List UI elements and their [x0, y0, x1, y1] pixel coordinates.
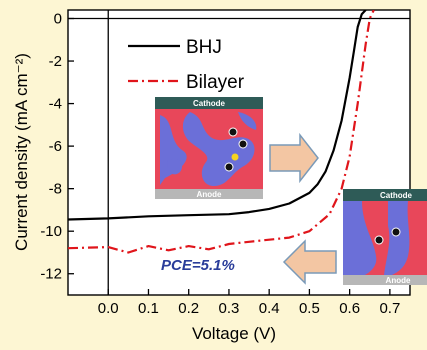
y-tick-label: -4 [49, 96, 62, 113]
bhj-charge-2 [238, 139, 248, 149]
bilayer-donor-column-1 [343, 201, 377, 275]
bilayer-anode-bar [343, 275, 427, 285]
bhj-morphology-inset: Cathode Anode [155, 97, 263, 199]
x-axis-ticks: 0.0 0.1 0.2 0.3 0.4 0.5 0.6 0.7 [98, 289, 400, 317]
x-tick-label: 0.0 [98, 300, 119, 317]
x-tick-label: 0.5 [299, 300, 320, 317]
y-tick-label: -12 [40, 266, 62, 283]
y-tick-label: -6 [49, 138, 62, 155]
x-tick-label: 0.7 [379, 300, 400, 317]
series-line-bhj [68, 10, 367, 221]
bhj-charge-1 [228, 127, 238, 137]
x-tick-label: 0.4 [259, 300, 280, 317]
legend: BHJ Bilayer [128, 37, 245, 93]
x-tick-label: 0.6 [339, 300, 360, 317]
bilayer-anode-label: Anode [386, 276, 411, 285]
bilayer-morphology-inset: Cathode Anode [343, 189, 427, 285]
y-tick-label: -10 [40, 223, 62, 240]
bilayer-cathode-label: Cathode [380, 191, 413, 200]
bilayer-charge-1 [374, 235, 384, 245]
bhj-donor-domain-4 [238, 112, 257, 130]
legend-label-bilayer: Bilayer [186, 72, 245, 93]
bhj-cathode-label: Cathode [193, 99, 226, 108]
y-axis-label: Current density (mA cm⁻²) [12, 53, 31, 251]
series-line-bilayer [68, 10, 375, 254]
x-axis-label: Voltage (V) [192, 324, 276, 343]
bhj-charge-3 [224, 162, 234, 172]
pce-annotation: PCE=5.1% [161, 257, 235, 274]
y-tick-label: -8 [49, 181, 62, 198]
bhj-anode-bar [155, 189, 263, 199]
legend-label-bhj: BHJ [186, 37, 222, 58]
bhj-donor-domain-2 [182, 112, 255, 186]
bilayer-cathode-bar [343, 189, 427, 201]
y-axis-ticks: 0 -2 -4 -6 -8 -10 -12 [40, 11, 74, 283]
bhj-donor-domain-3 [167, 158, 183, 175]
bhj-exciton [231, 153, 239, 161]
bilayer-charge-2 [391, 227, 401, 237]
y-tick-label: 0 [54, 11, 62, 28]
x-tick-label: 0.3 [219, 300, 240, 317]
bhj-cathode-bar [155, 97, 263, 109]
bhj-anode-label: Anode [197, 190, 222, 199]
x-tick-label: 0.1 [138, 300, 159, 317]
bilayer-donor-column-2 [384, 201, 410, 275]
series-layer [68, 10, 375, 254]
arrow-right [269, 132, 319, 184]
y-tick-label: -2 [49, 53, 62, 70]
arrow-left [282, 239, 337, 285]
x-tick-label: 0.2 [178, 300, 199, 317]
